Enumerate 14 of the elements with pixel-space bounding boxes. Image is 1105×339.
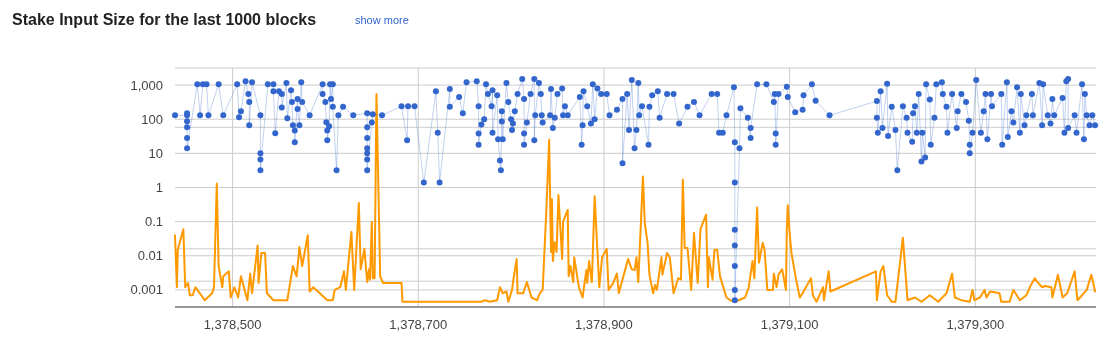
y-tick-label: 1 — [155, 180, 163, 196]
x-tick-label: 1,378,500 — [203, 317, 262, 332]
y-tick-label: 10 — [148, 145, 163, 161]
x-tick-label: 1,379,100 — [760, 317, 819, 332]
y-tick-label: 100 — [141, 111, 163, 127]
y-tick-label: 0.1 — [144, 214, 163, 230]
y-tick-label: 0.01 — [137, 248, 163, 264]
x-tick-label: 1,378,700 — [389, 317, 448, 332]
y-tick-label: 0.001 — [130, 282, 163, 298]
chart-subtitle: show more — [355, 14, 409, 26]
chart-title: Stake Input Size for the last 1000 blocks — [12, 11, 317, 28]
x-tick-label: 1,378,900 — [575, 317, 633, 332]
y-tick-label: 1,000 — [130, 77, 163, 93]
x-tick-label: 1,379,300 — [946, 317, 1005, 332]
